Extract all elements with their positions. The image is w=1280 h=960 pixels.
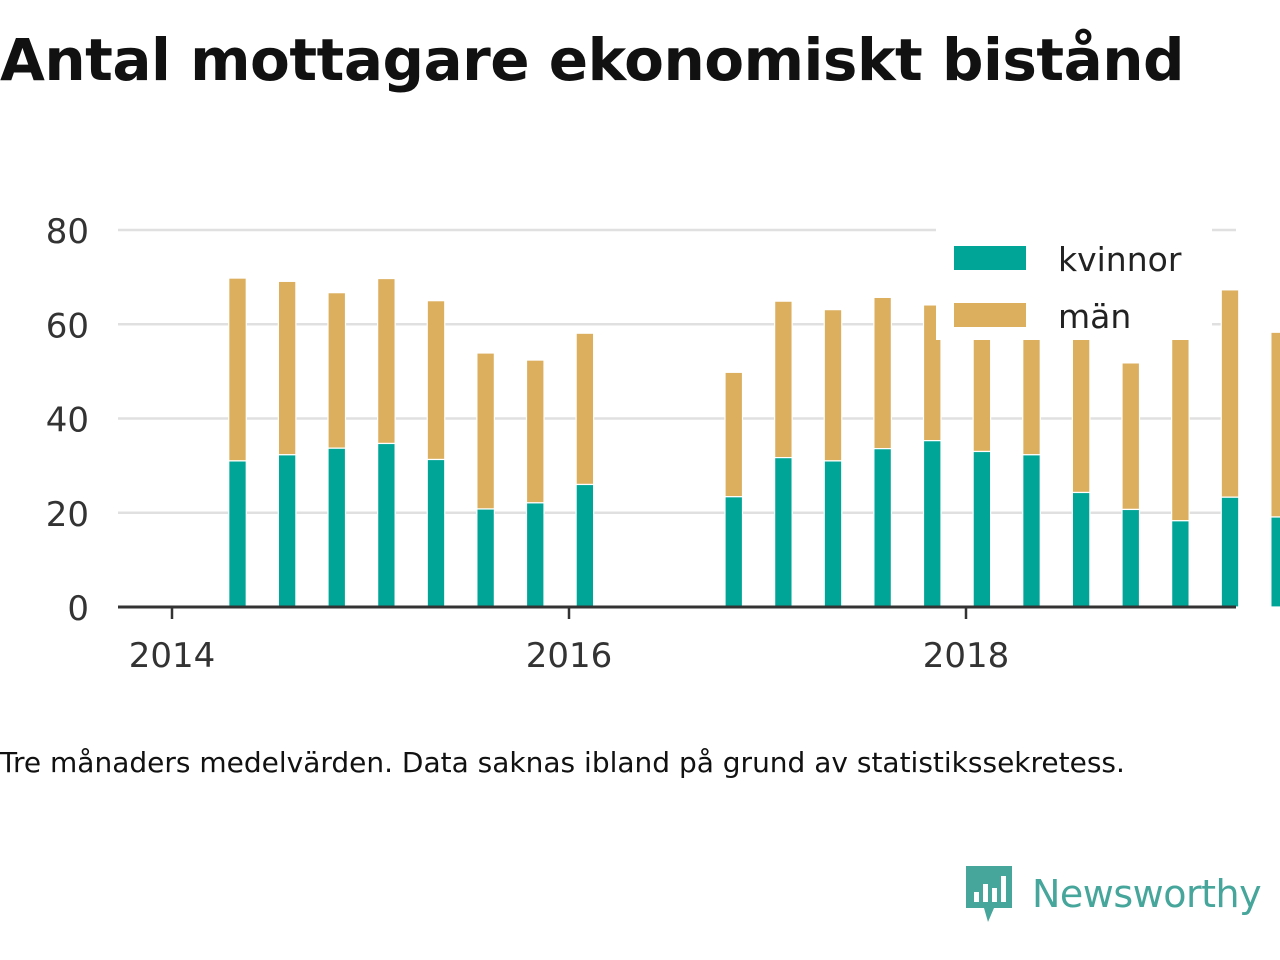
bar-kvinnor: [774, 457, 793, 608]
bar-kvinnor: [724, 496, 744, 608]
legend: kvinnor män: [936, 222, 1212, 340]
bar-kvinnor: [426, 458, 446, 608]
y-tick-label: 40: [46, 401, 89, 441]
bar-man: [377, 277, 396, 445]
bar-man: [873, 296, 892, 450]
bar-kvinnor: [972, 450, 992, 608]
page-title: Antal mottagare ekonomiskt bistånd: [0, 26, 1185, 94]
bar-kvinnor: [1121, 508, 1141, 608]
y-tick-label: 20: [46, 495, 89, 535]
y-tick-label: 60: [46, 306, 89, 346]
bar-kvinnor: [575, 483, 595, 608]
x-axis: 201420162018202020222024: [118, 605, 1236, 676]
bar-kvinnor: [922, 440, 942, 608]
bar-man: [476, 352, 495, 510]
brand-logo: Newsworthy: [964, 864, 1262, 924]
legend-label-kvinnor: kvinnor: [1058, 240, 1182, 279]
legend-label-man: män: [1058, 297, 1131, 336]
bar-kvinnor: [476, 508, 495, 608]
bar-kvinnor: [377, 442, 396, 608]
bar-kvinnor: [1171, 520, 1190, 608]
y-tick-label: 0: [67, 589, 89, 629]
bar-man: [1220, 289, 1240, 498]
bar-man: [327, 292, 347, 449]
bar-man: [525, 359, 545, 504]
bar-kvinnor: [1022, 454, 1041, 608]
bar-man: [1121, 362, 1141, 511]
bar-kvinnor: [873, 448, 892, 608]
bar-kvinnor: [327, 447, 347, 608]
bar-man: [575, 332, 595, 486]
bar-kvinnor: [1220, 496, 1240, 608]
bar-kvinnor: [1071, 491, 1091, 608]
bar-kvinnor: [823, 460, 843, 608]
bar-kvinnor: [1270, 516, 1280, 608]
bar-man: [724, 371, 744, 498]
legend-swatch-man: [954, 303, 1026, 327]
bar-man: [774, 300, 793, 459]
bar-man: [1171, 328, 1190, 522]
newsworthy-logo-icon: [966, 866, 1012, 922]
bars: [228, 252, 1280, 608]
caption: Tre månaders medelvärden. Data saknas ib…: [0, 746, 1125, 779]
y-tick-label: 80: [46, 212, 89, 252]
bar-man: [823, 309, 843, 462]
bar-kvinnor: [525, 502, 545, 608]
brand-name: Newsworthy: [1032, 872, 1262, 916]
x-tick-label: 2014: [129, 636, 216, 676]
y-axis-ticks: 0 20 40 60 80: [46, 212, 89, 629]
bar-man: [1270, 331, 1280, 518]
bar-man: [228, 277, 247, 462]
bar-man: [426, 300, 446, 461]
x-tick-label: 2018: [923, 636, 1010, 676]
bar-kvinnor: [228, 460, 247, 608]
legend-swatch-kvinnor: [954, 246, 1026, 270]
bar-man: [277, 280, 297, 456]
bar-kvinnor: [277, 454, 297, 608]
x-tick-label: 2016: [526, 636, 613, 676]
